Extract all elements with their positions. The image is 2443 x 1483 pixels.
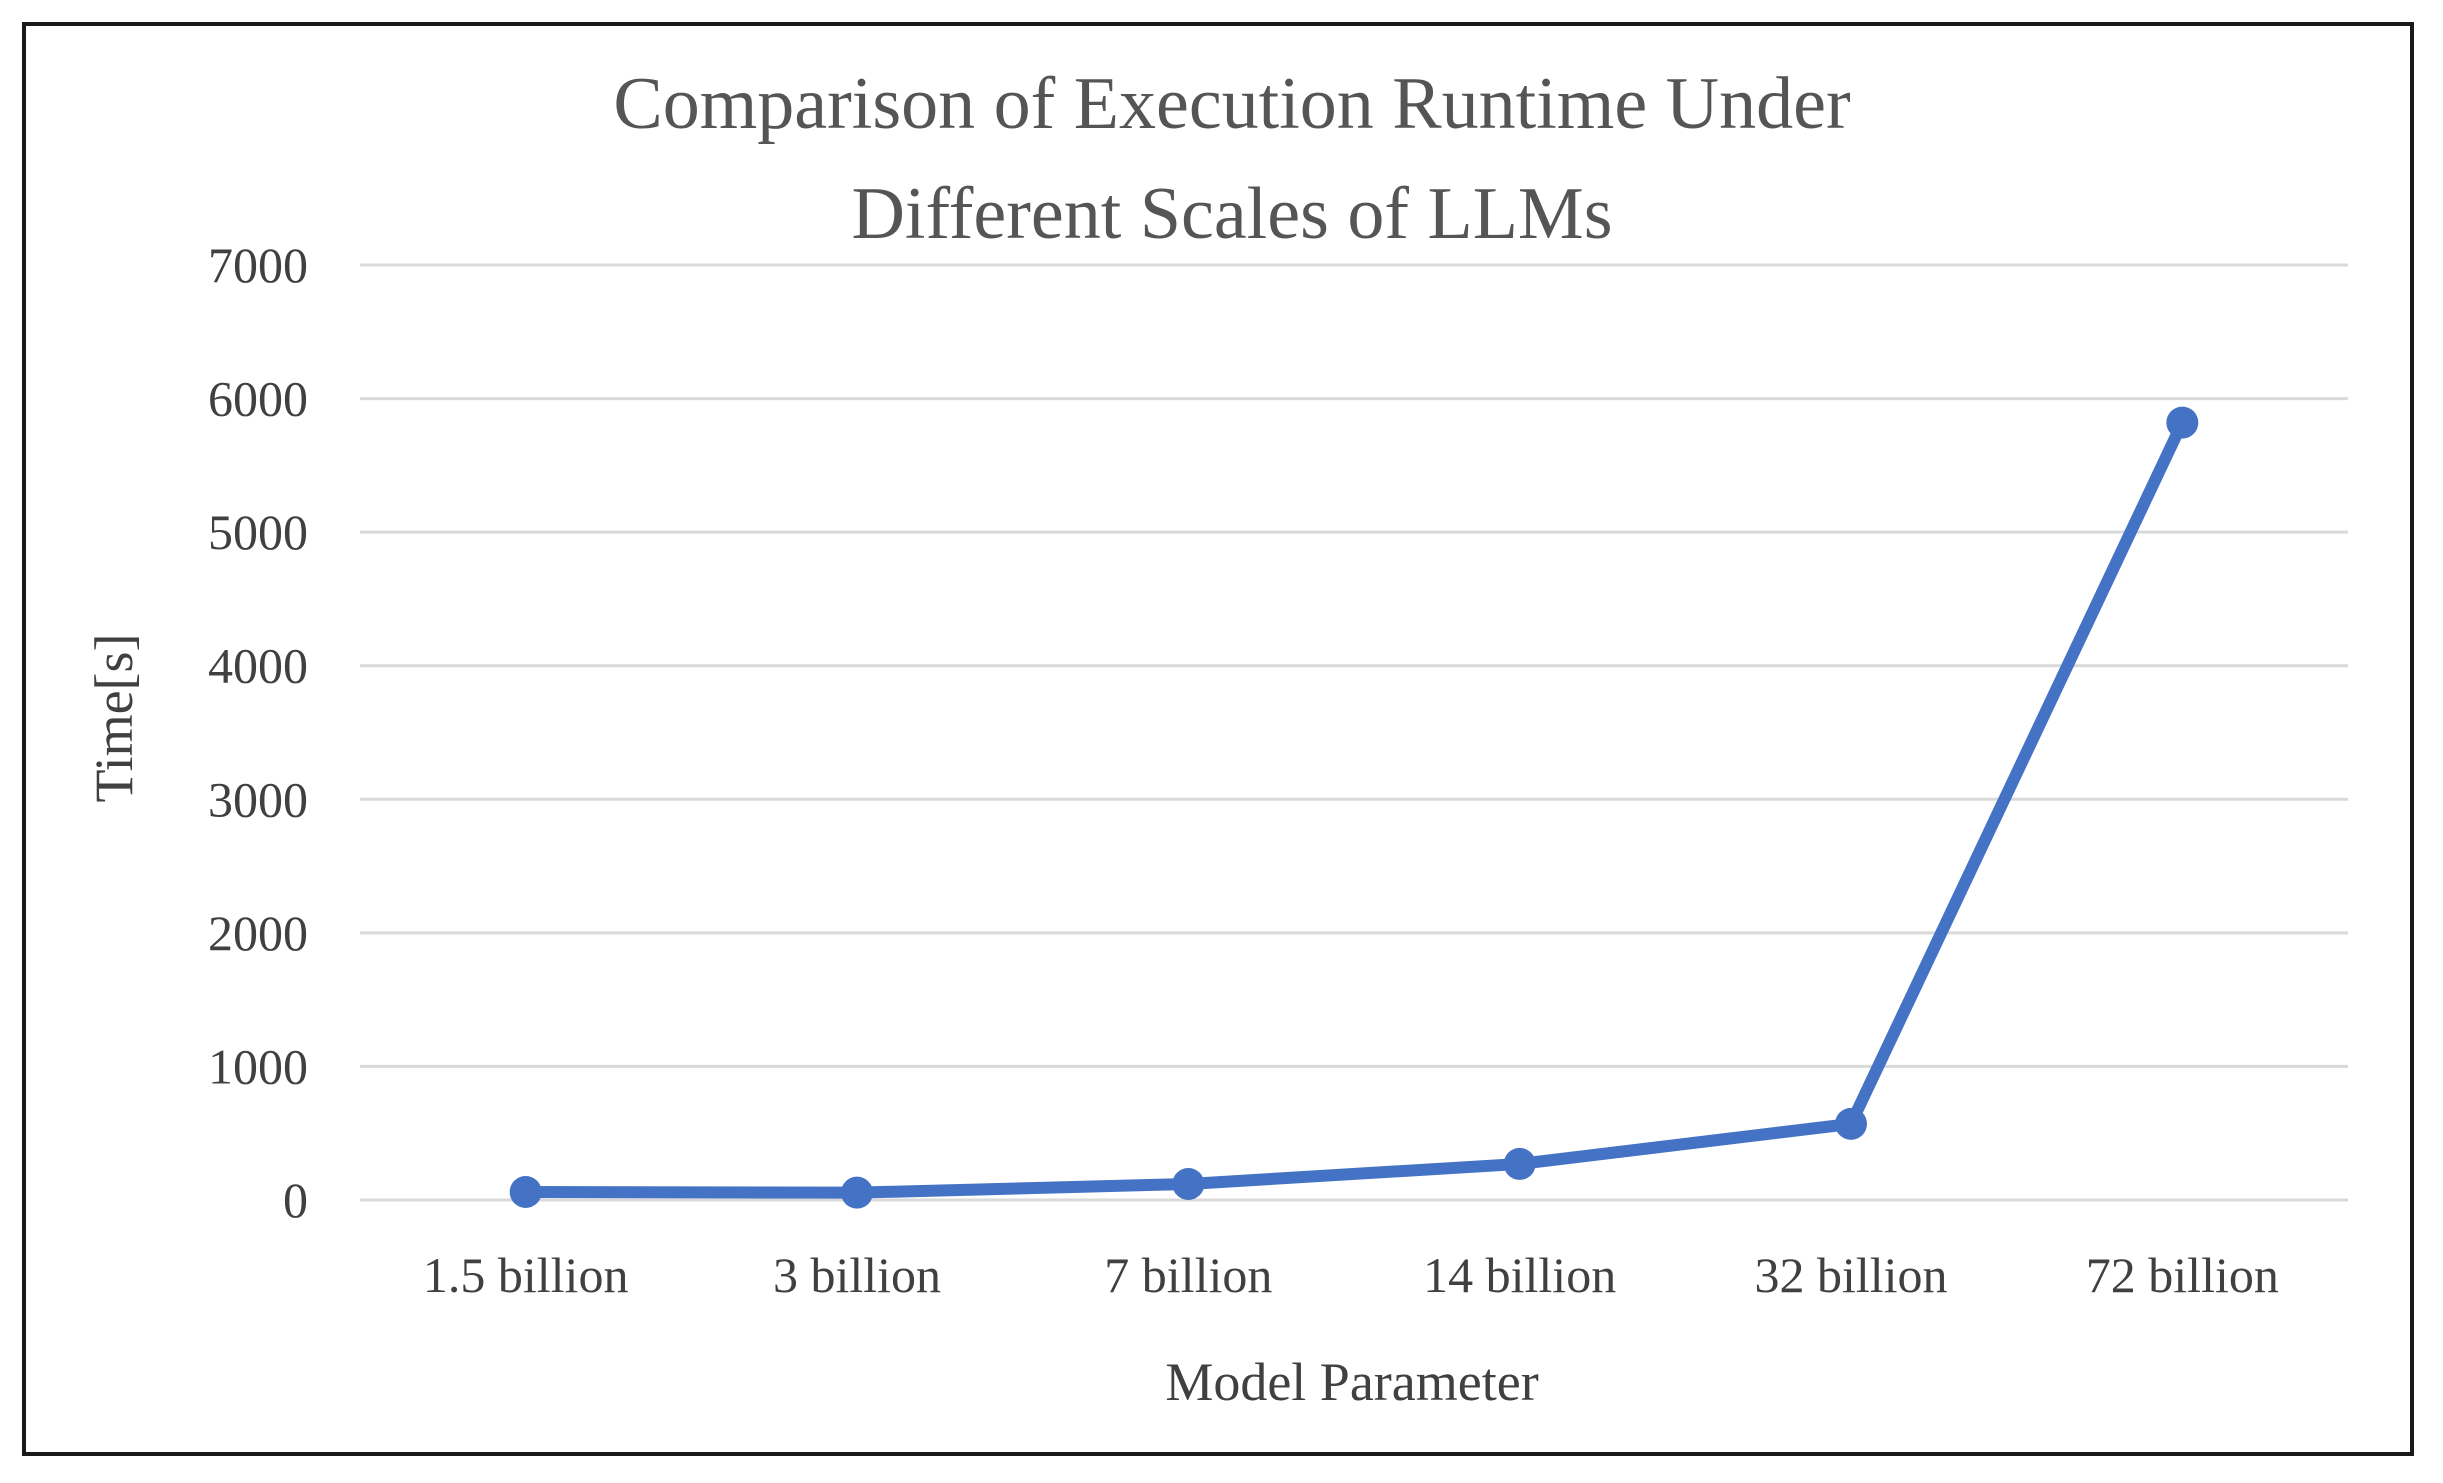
- x-tick-label: 7 billion: [1104, 1247, 1272, 1303]
- x-axis-ticks: 1.5 billion 3 billion 7 billion 14 billion 3…: [423, 1247, 2279, 1303]
- x-axis-label: Model Parameter: [1165, 1352, 1538, 1412]
- y-axis-label: Time[s]: [84, 633, 144, 802]
- data-point: [841, 1176, 873, 1209]
- y-axis-ticks: 0 1000 2000 3000 4000 5000 6000 7000: [208, 237, 308, 1228]
- x-tick-label: 14 billion: [1423, 1247, 1616, 1303]
- chart-title-line-1: Comparison of Execution Runtime Under: [613, 63, 1850, 145]
- x-tick-label: 3 billion: [773, 1247, 941, 1303]
- data-point: [1835, 1107, 1867, 1140]
- y-tick-label: 4000: [208, 638, 308, 694]
- series-line: [519, 416, 2189, 1199]
- y-tick-label: 6000: [208, 371, 308, 427]
- y-tick-label: 1000: [208, 1038, 308, 1094]
- gridlines: [360, 263, 2348, 1202]
- data-point: [1503, 1147, 1536, 1180]
- x-tick-label: 1.5 billion: [423, 1247, 629, 1303]
- chart-title-line-2: Different Scales of LLMs: [851, 173, 1612, 255]
- data-point: [2166, 406, 2199, 439]
- y-tick-label: 7000: [208, 237, 308, 293]
- y-tick-label: 3000: [208, 771, 308, 827]
- chart-frame: [22, 22, 2414, 1456]
- x-tick-label: 72 billion: [2086, 1247, 2279, 1303]
- series-group: [509, 406, 2199, 1209]
- x-tick-label: 32 billion: [1754, 1247, 1947, 1303]
- y-tick-label: 2000: [208, 905, 308, 961]
- y-tick-label: 5000: [208, 504, 308, 560]
- y-tick-label: 0: [283, 1172, 308, 1228]
- data-point: [509, 1175, 542, 1208]
- data-point: [1172, 1167, 1205, 1200]
